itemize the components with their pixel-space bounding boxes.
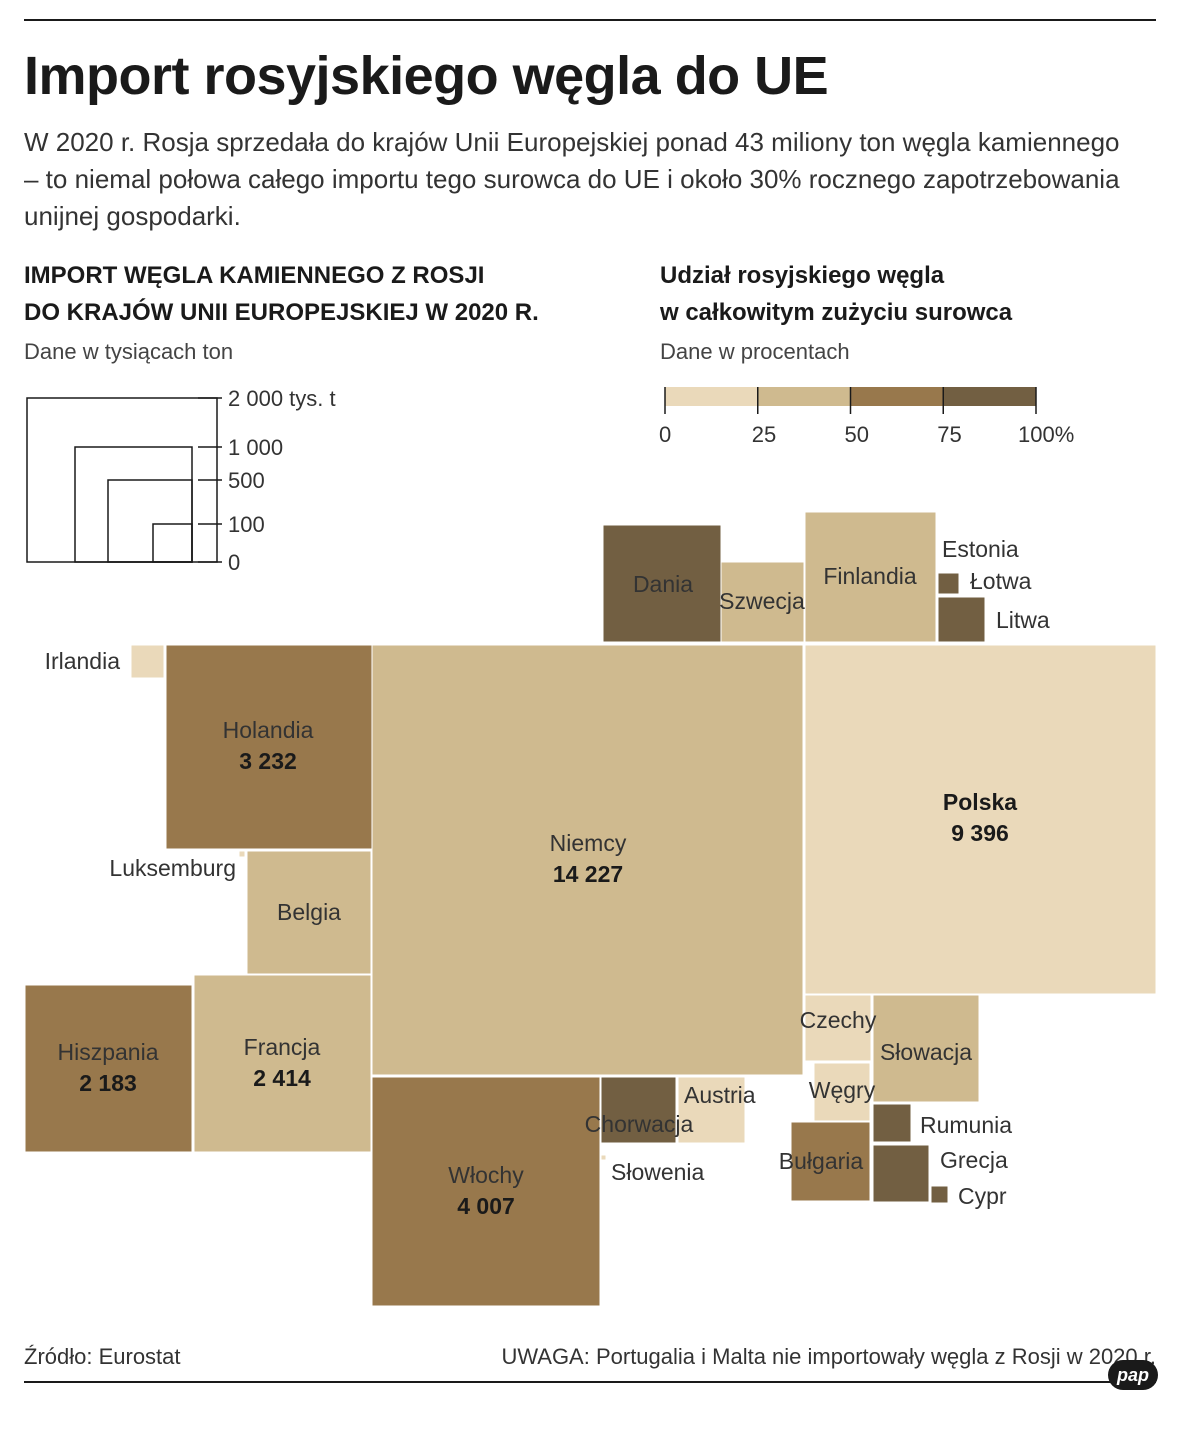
- tile-value-wlochy: 4 007: [457, 1193, 515, 1219]
- color-legend-label-4: 100%: [1018, 422, 1074, 447]
- tile-rumunia: [872, 1103, 912, 1143]
- right-subtitle: Dane w procentach: [660, 339, 850, 364]
- tile-label-grecja: Grecja: [940, 1147, 1008, 1173]
- color-legend-label-1: 25: [752, 422, 776, 447]
- tile-czechy: [804, 994, 872, 1062]
- tile-label-slowacja: Słowacja: [880, 1039, 972, 1065]
- tile-label-litwa: Litwa: [996, 607, 1050, 633]
- tile-irlandia: [130, 644, 165, 679]
- tile-wlochy: [371, 1076, 601, 1307]
- size-legend-square-3: [152, 523, 193, 563]
- pap-logo: pap: [1108, 1360, 1158, 1390]
- tile-litwa: [937, 596, 986, 643]
- tile-label-holandia: Holandia: [223, 717, 314, 743]
- color-legend-bin-2: [850, 387, 944, 406]
- left-subtitle: Dane w tysiącach ton: [24, 339, 234, 364]
- size-legend-label-0: 2 000 tys. t: [228, 386, 336, 411]
- tile-label-francja: Francja: [244, 1034, 321, 1060]
- tile-value-hiszpania: 2 183: [79, 1070, 137, 1096]
- tile-label-szwecja: Szwecja: [719, 588, 805, 614]
- tile-label-finlandia: Finlandia: [823, 563, 917, 589]
- tile-chorwacja: [600, 1076, 677, 1144]
- page-title: Import rosyjskiego węgla do UE: [24, 46, 829, 106]
- tile-wegry: [813, 1062, 871, 1122]
- size-legend-label-1: 1 000: [228, 435, 283, 460]
- tile-belgia: [246, 850, 372, 975]
- tile-label-austria: Austria: [684, 1082, 756, 1108]
- tile-label-irlandia: Irlandia: [45, 648, 121, 674]
- tile-label-bulgaria: Bułgaria: [779, 1148, 864, 1174]
- tile-value-niemcy: 14 227: [553, 861, 623, 887]
- tile-cypr: [930, 1185, 949, 1204]
- tile-slowenia: [600, 1154, 607, 1161]
- size-legend-label-4: 0: [228, 550, 240, 575]
- top-rule: [24, 19, 1156, 21]
- tile-value-francja: 2 414: [253, 1065, 311, 1091]
- tile-holandia: [165, 644, 373, 850]
- bottom-rule: [24, 1381, 1156, 1383]
- tile-polska: [804, 644, 1157, 995]
- tile-label-niemcy: Niemcy: [550, 830, 627, 856]
- tile-label-chorwacja: Chorwacja: [585, 1111, 694, 1137]
- tile-dania: [602, 524, 722, 643]
- tile-label-belgia: Belgia: [277, 899, 341, 925]
- tile-francja: [193, 974, 372, 1153]
- tile-hiszpania: [24, 984, 193, 1153]
- tile-label-slowenia: Słowenia: [611, 1159, 705, 1185]
- tile-value-polska: 9 396: [951, 820, 1009, 846]
- footer-warning: UWAGA: Portugalia i Malta nie importował…: [501, 1344, 1156, 1369]
- tile-slowacja: [872, 994, 980, 1103]
- size-legend-label-3: 100: [228, 512, 265, 537]
- right-heading-line1: Udział rosyjskiego węgla: [660, 262, 945, 289]
- tile-bulgaria: [790, 1121, 871, 1202]
- tile-label-wlochy: Włochy: [448, 1162, 524, 1188]
- color-legend-bin-0: [665, 387, 758, 406]
- color-legend-bin-3: [943, 387, 1036, 406]
- tile-label-wegry: Węgry: [809, 1077, 876, 1103]
- tile-label-lotwa: Łotwa: [970, 568, 1032, 594]
- tile-finlandia: [804, 511, 937, 643]
- tile-lotwa: [937, 572, 960, 595]
- tile-label-cypr: Cypr: [958, 1183, 1007, 1209]
- tile-label-polska: Polska: [943, 789, 1017, 815]
- right-heading-line2: w całkowitym zużyciu surowca: [660, 299, 1013, 326]
- color-legend-label-3: 75: [937, 422, 961, 447]
- color-legend-label-2: 50: [845, 422, 869, 447]
- size-legend-square-1: [74, 446, 193, 563]
- tile-label-rumunia: Rumunia: [920, 1112, 1012, 1138]
- tile-value-holandia: 3 232: [239, 748, 297, 774]
- left-heading-line2: DO KRAJÓW UNII EUROPEJSKIEJ W 2020 R.: [24, 299, 539, 326]
- lead-paragraph: W 2020 r. Rosja sprzedała do krajów Unii…: [24, 127, 1120, 231]
- color-legend-bin-1: [757, 387, 851, 406]
- tile-luksemburg: [238, 850, 246, 858]
- tile-label-dania: Dania: [633, 571, 693, 597]
- tile-label-luksemburg: Luksemburg: [109, 855, 236, 881]
- tile-austria: [677, 1076, 746, 1144]
- color-legend-label-0: 0: [659, 422, 671, 447]
- tile-label-czechy: Czechy: [800, 1007, 877, 1033]
- tile-grecja: [872, 1144, 930, 1203]
- size-legend-label-2: 500: [228, 468, 265, 493]
- left-heading-line1: IMPORT WĘGLA KAMIENNEGO Z ROSJI: [24, 262, 485, 289]
- tile-label-estonia: Estonia: [942, 536, 1019, 562]
- tile-label-hiszpania: Hiszpania: [58, 1039, 159, 1065]
- tile-szwecja: [720, 561, 805, 643]
- source-note: Źródło: Eurostat: [24, 1344, 181, 1369]
- tile-niemcy: [371, 644, 804, 1076]
- size-legend-square-2: [107, 479, 193, 563]
